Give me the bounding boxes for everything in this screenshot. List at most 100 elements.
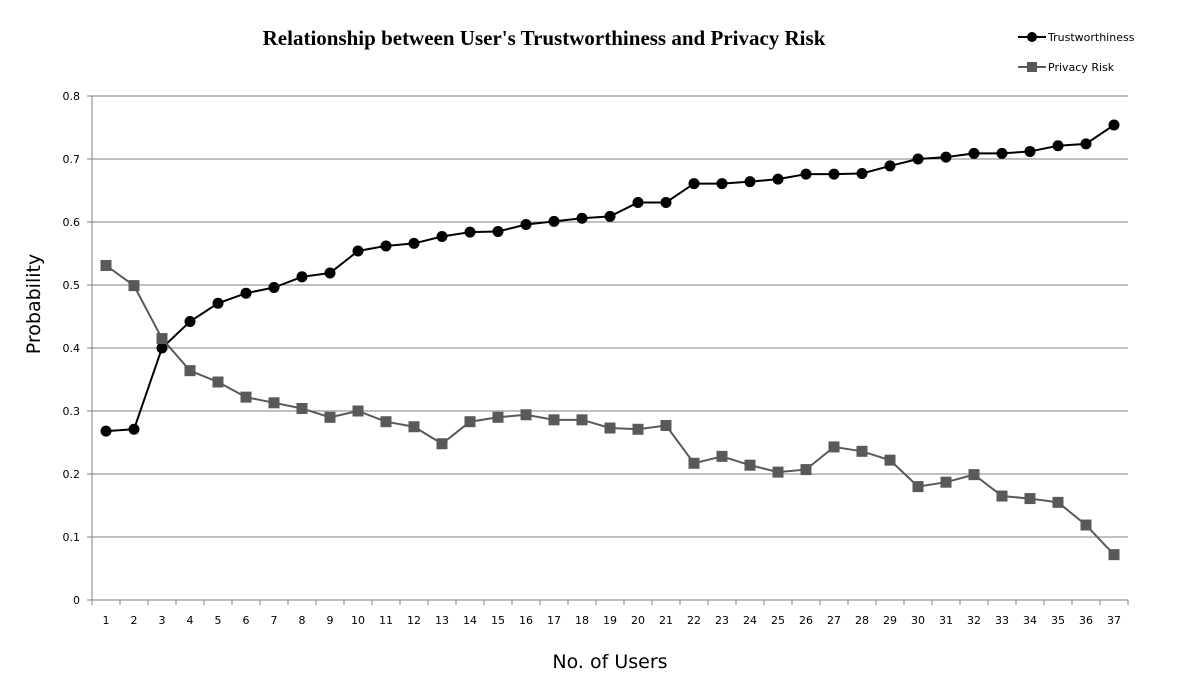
x-tick-label: 18: [575, 614, 589, 627]
data-point-privacy-risk: [1024, 493, 1036, 505]
data-point-trustworthiness: [604, 210, 616, 222]
legend-marker-circle-icon: [1027, 32, 1037, 42]
x-tick-label: 7: [271, 614, 278, 627]
data-point-privacy-risk: [604, 422, 616, 434]
x-tick-label: 28: [855, 614, 869, 627]
data-point-privacy-risk: [800, 464, 812, 476]
data-point-trustworthiness: [408, 237, 420, 249]
data-point-trustworthiness: [716, 178, 728, 190]
data-point-privacy-risk: [828, 441, 840, 453]
series-line-privacy-risk: [105, 264, 1115, 556]
data-point-trustworthiness: [1052, 140, 1064, 152]
data-point-trustworthiness: [100, 425, 112, 437]
data-point-privacy-risk: [296, 402, 308, 414]
x-tick-label: 9: [327, 614, 334, 627]
x-tick-label: 24: [743, 614, 757, 627]
data-point-trustworthiness: [464, 226, 476, 238]
x-tick-label: 10: [351, 614, 365, 627]
chart-title: Relationship between User's Trustworthin…: [263, 26, 826, 50]
data-point-trustworthiness: [884, 160, 896, 172]
x-tick-label: 3: [159, 614, 166, 627]
y-tick-label: 0.7: [63, 153, 81, 166]
gridlines: [92, 95, 1128, 538]
data-point-privacy-risk: [576, 414, 588, 426]
data-point-trustworthiness: [128, 423, 140, 435]
data-point-privacy-risk: [856, 445, 868, 457]
data-point-privacy-risk: [744, 459, 756, 471]
data-point-trustworthiness: [688, 178, 700, 190]
data-point-privacy-risk: [688, 457, 700, 469]
data-point-trustworthiness: [632, 196, 644, 208]
data-point-trustworthiness: [968, 147, 980, 159]
y-tick-label: 0.6: [63, 216, 81, 229]
data-point-privacy-risk: [1080, 519, 1092, 531]
data-point-trustworthiness: [436, 230, 448, 242]
y-axis-title: Probability: [23, 254, 45, 354]
x-tick-label: 36: [1079, 614, 1093, 627]
data-point-trustworthiness: [184, 316, 196, 328]
data-point-trustworthiness: [576, 212, 588, 224]
x-tick-label: 4: [187, 614, 194, 627]
x-tick-label: 20: [631, 614, 645, 627]
x-tick-label: 33: [995, 614, 1009, 627]
data-point-trustworthiness: [660, 196, 672, 208]
x-tick-label: 23: [715, 614, 729, 627]
x-tick-label: 19: [603, 614, 617, 627]
data-point-privacy-risk: [380, 416, 392, 428]
data-point-trustworthiness: [212, 297, 224, 309]
x-tick-label: 29: [883, 614, 897, 627]
y-tick-label: 0.2: [63, 468, 81, 481]
data-point-privacy-risk: [240, 391, 252, 403]
x-tick-label: 14: [463, 614, 477, 627]
data-point-trustworthiness: [772, 173, 784, 185]
series-trustworthiness: [100, 119, 1120, 437]
legend-marker-square-icon: [1027, 62, 1037, 72]
data-point-trustworthiness: [800, 168, 812, 180]
x-tick-label: 34: [1023, 614, 1037, 627]
x-tick-label: 32: [967, 614, 981, 627]
x-tick-label: 37: [1107, 614, 1121, 627]
data-point-privacy-risk: [212, 376, 224, 388]
y-tick-label: 0.5: [63, 279, 81, 292]
data-point-privacy-risk: [940, 476, 952, 488]
x-tick-label: 17: [547, 614, 561, 627]
data-point-trustworthiness: [520, 219, 532, 231]
data-point-privacy-risk: [492, 411, 504, 423]
x-tick-label: 5: [215, 614, 222, 627]
data-point-trustworthiness: [352, 245, 364, 257]
data-point-trustworthiness: [996, 147, 1008, 159]
axes: [87, 95, 1129, 605]
data-point-privacy-risk: [408, 421, 420, 433]
x-tick-label: 12: [407, 614, 421, 627]
legend-item-trustworthiness: Trustworthiness: [1018, 31, 1135, 44]
y-tick-label: 0.3: [63, 405, 81, 418]
data-point-privacy-risk: [352, 405, 364, 417]
data-point-trustworthiness: [240, 287, 252, 299]
data-point-privacy-risk: [128, 280, 140, 292]
x-tick-label: 11: [379, 614, 393, 627]
x-tick-label: 25: [771, 614, 785, 627]
data-point-privacy-risk: [996, 490, 1008, 502]
data-point-trustworthiness: [380, 240, 392, 252]
data-point-trustworthiness: [912, 153, 924, 165]
x-tick-label: 13: [435, 614, 449, 627]
data-point-privacy-risk: [324, 411, 336, 423]
data-point-privacy-risk: [184, 365, 196, 377]
x-tick-label: 16: [519, 614, 533, 627]
data-point-privacy-risk: [100, 259, 112, 271]
data-point-privacy-risk: [268, 397, 280, 409]
x-tick-label: 27: [827, 614, 841, 627]
data-point-privacy-risk: [548, 414, 560, 426]
x-tick-label: 2: [131, 614, 138, 627]
data-point-privacy-risk: [772, 466, 784, 478]
x-tick-label: 31: [939, 614, 953, 627]
y-tick-label: 0: [73, 594, 80, 607]
legend-item-privacy-risk: Privacy Risk: [1018, 61, 1115, 74]
series-line-trustworthiness: [105, 124, 1115, 433]
x-tick-label: 30: [911, 614, 925, 627]
data-point-trustworthiness: [492, 225, 504, 237]
data-point-privacy-risk: [520, 409, 532, 421]
data-point-trustworthiness: [1080, 138, 1092, 150]
y-tick-label: 0.8: [63, 90, 81, 103]
